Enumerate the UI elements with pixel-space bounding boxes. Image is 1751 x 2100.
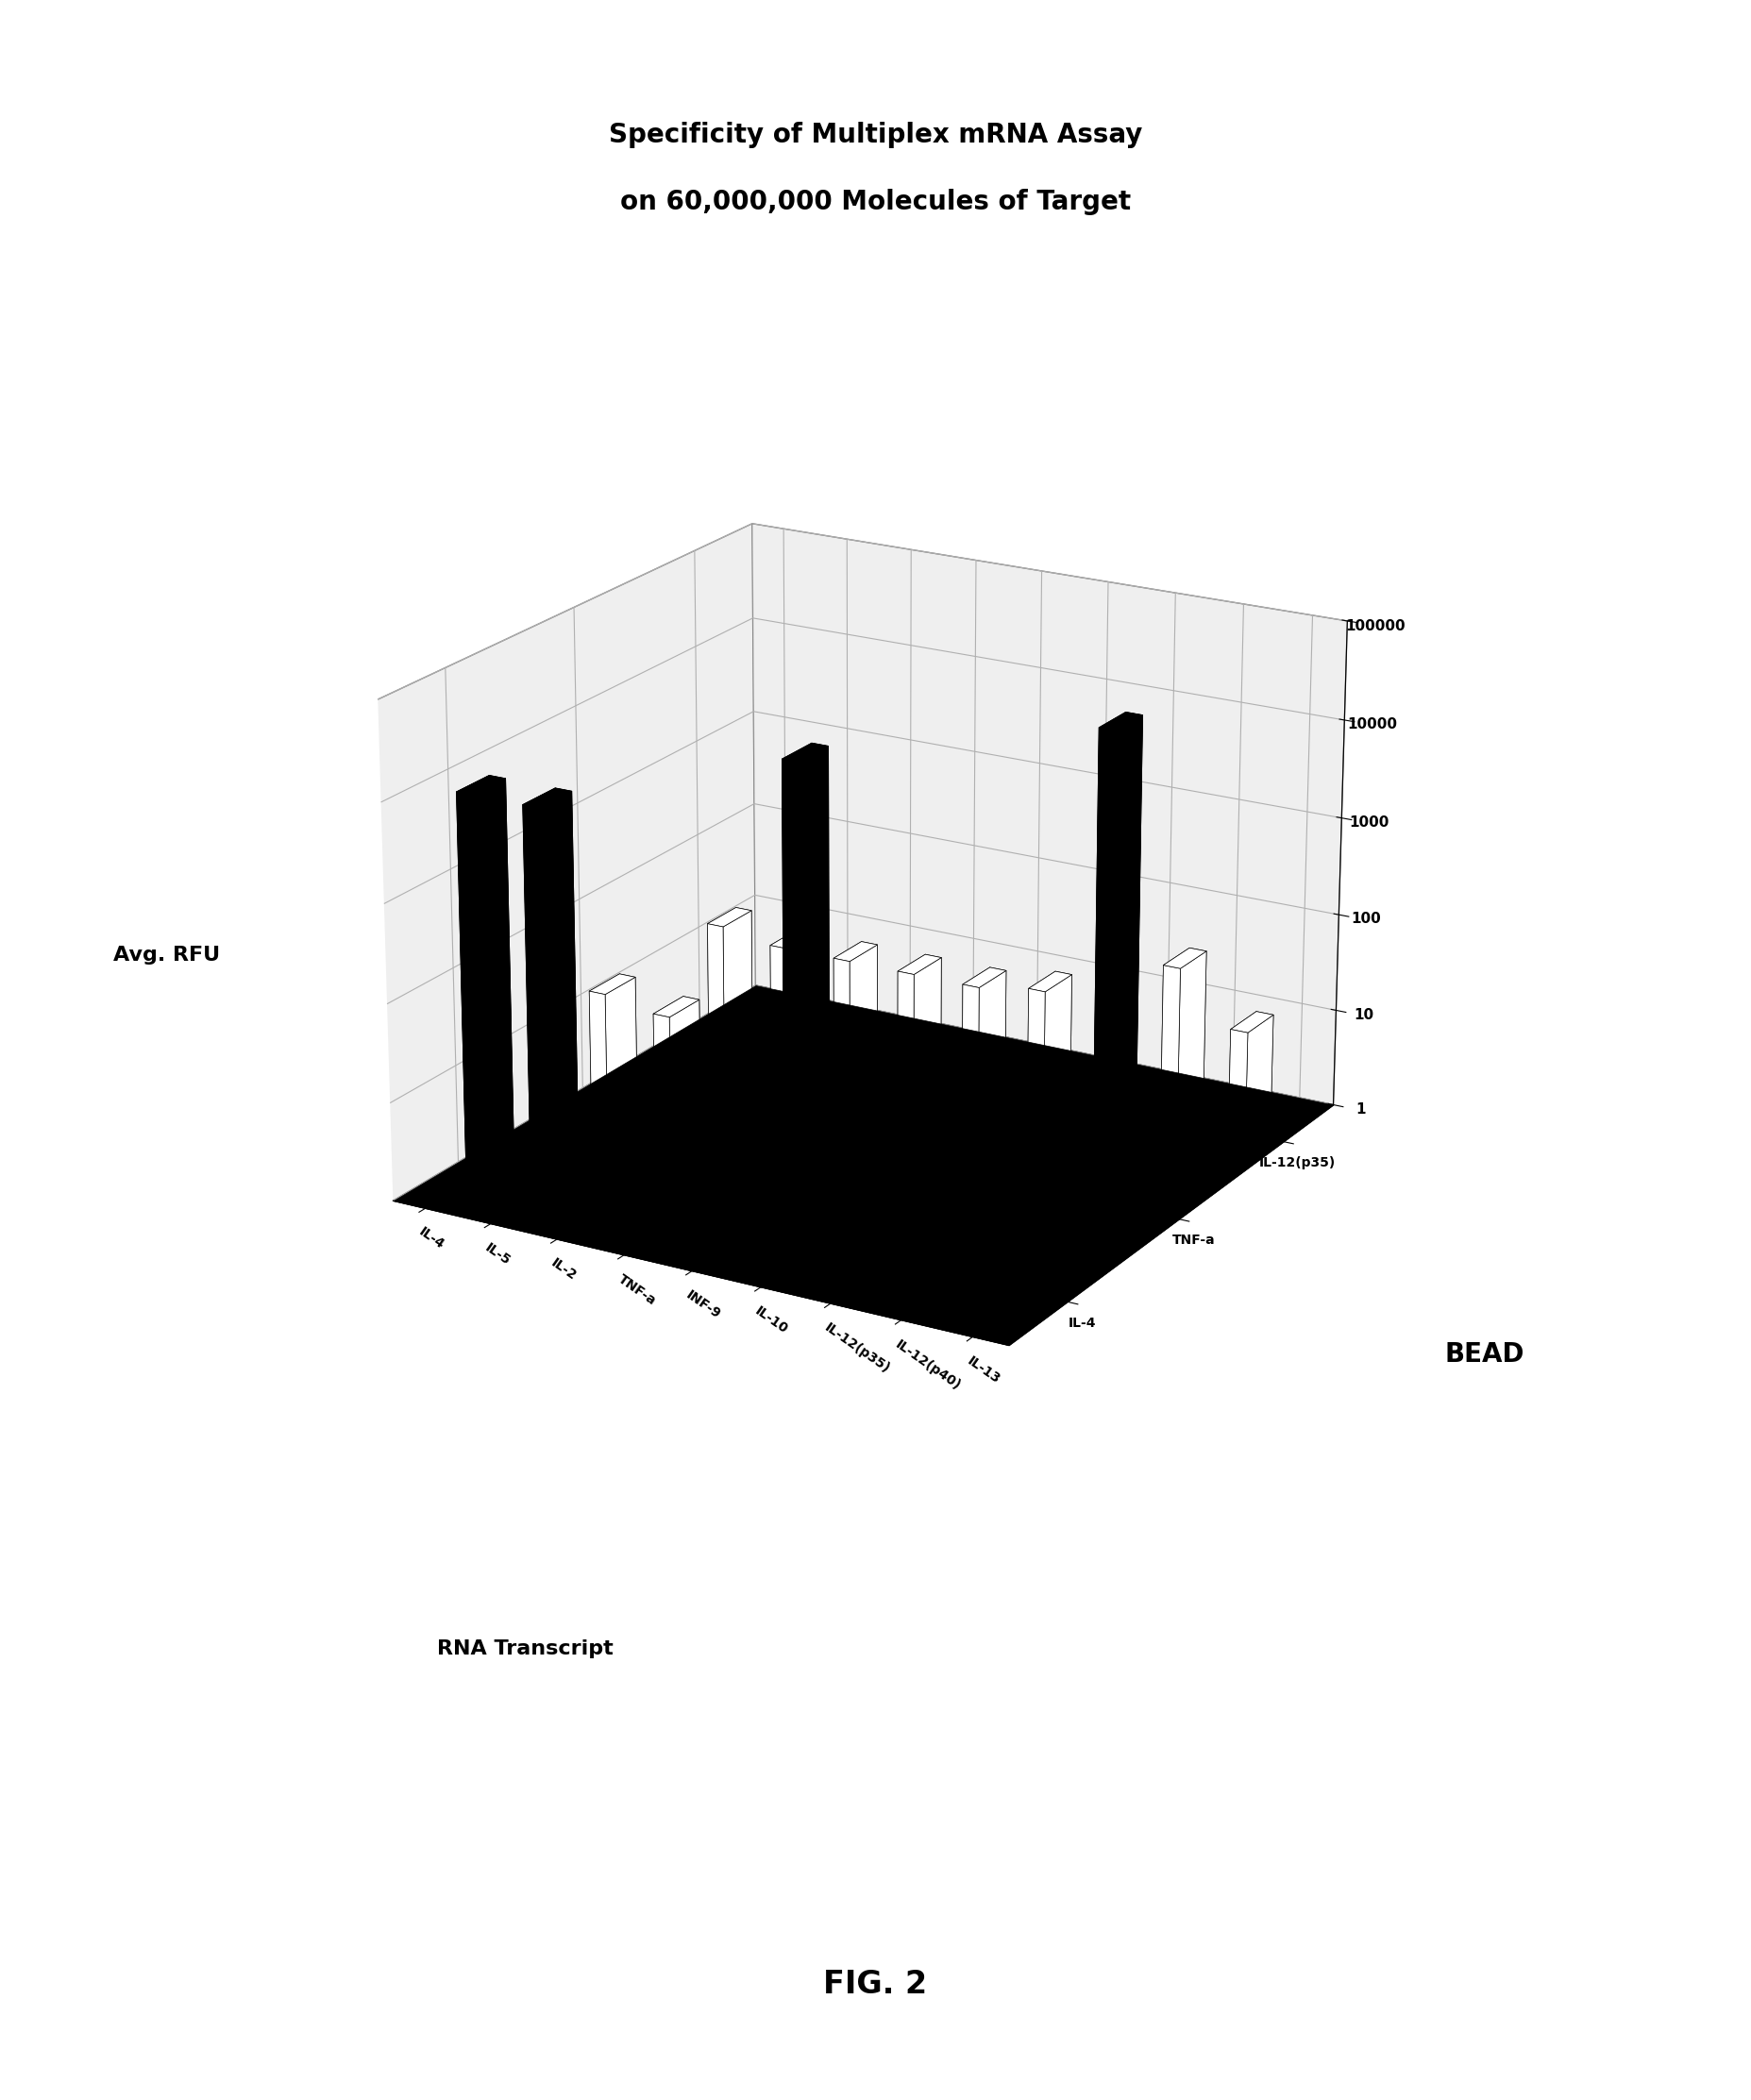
Text: Specificity of Multiplex mRNA Assay: Specificity of Multiplex mRNA Assay xyxy=(609,122,1142,149)
Text: FIG. 2: FIG. 2 xyxy=(823,1970,928,1999)
Text: on 60,000,000 Molecules of Target: on 60,000,000 Molecules of Target xyxy=(620,189,1131,216)
Text: RNA Transcript: RNA Transcript xyxy=(438,1640,613,1657)
Text: BEAD: BEAD xyxy=(1445,1342,1525,1367)
Text: Avg. RFU: Avg. RFU xyxy=(114,947,219,964)
